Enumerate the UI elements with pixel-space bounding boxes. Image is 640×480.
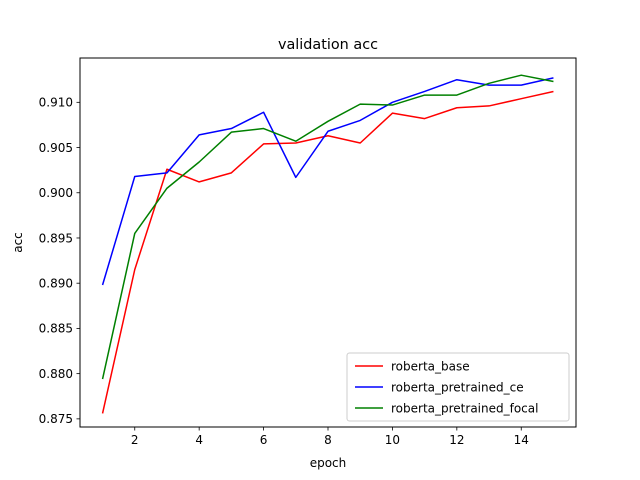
series-line-roberta-pretrained-ce [101, 77, 554, 286]
x-tick-label: 2 [131, 433, 139, 447]
x-tick-label: 10 [385, 433, 400, 447]
legend-label: roberta_pretrained_ce [391, 380, 524, 394]
plot-frame [79, 57, 577, 428]
legend-label: roberta_base [391, 359, 470, 373]
y-tick-label: 0.875 [39, 412, 73, 426]
y-tick-label: 0.880 [39, 367, 73, 381]
x-tick-label: 4 [195, 433, 203, 447]
x-tick-label: 6 [260, 433, 268, 447]
y-tick-label: 0.890 [39, 276, 73, 290]
y-tick-label: 0.905 [39, 141, 73, 155]
y-tick-label: 0.910 [39, 96, 73, 110]
y-axis-label: acc [11, 232, 25, 253]
legend-frame [346, 352, 570, 422]
y-tick-label: 0.895 [39, 231, 73, 245]
legend: roberta_base roberta_pretrained_ceroberta… [346, 352, 570, 422]
series-line-roberta-base [101, 90, 554, 414]
y-tick-label: 0.900 [39, 186, 73, 200]
legend-label: roberta_pretrained_focal [391, 401, 538, 415]
series-line-roberta-pretrained-focal [101, 74, 554, 380]
chart-title: validation acc [278, 37, 378, 53]
x-axis-label: epoch [310, 456, 347, 470]
y-tick-label: 0.885 [39, 322, 73, 336]
x-tick-label: 12 [449, 433, 464, 447]
x-tick-label: 8 [324, 433, 332, 447]
x-tick-label: 14 [514, 433, 529, 447]
